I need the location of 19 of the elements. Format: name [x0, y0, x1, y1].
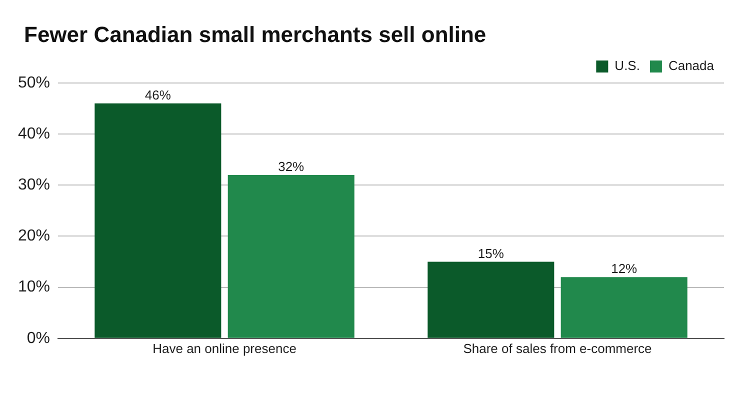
data-label: 46%	[144, 88, 172, 103]
y-tick-label: 10%	[18, 278, 50, 296]
x-tick-label: Share of sales from e-commerce	[463, 340, 652, 356]
bar	[94, 103, 222, 338]
bar	[428, 262, 554, 338]
y-tick-label: 20%	[18, 228, 50, 245]
y-tick-label: 50%	[18, 74, 50, 92]
legend-label: U.S.	[614, 58, 640, 74]
y-tick-label: 30%	[18, 176, 50, 194]
bar	[228, 174, 354, 338]
bar	[560, 277, 688, 338]
y-tick-label: 40%	[18, 125, 50, 142]
data-label: 12%	[611, 261, 638, 276]
x-tick-label: Have an online presence	[152, 340, 296, 356]
y-tick-label: 0%	[26, 330, 50, 347]
legend-label: Canada	[668, 58, 715, 74]
data-label: 32%	[278, 159, 305, 174]
chart-title: Fewer Canadian small merchants sell online	[24, 22, 486, 48]
data-label: 15%	[478, 246, 504, 261]
